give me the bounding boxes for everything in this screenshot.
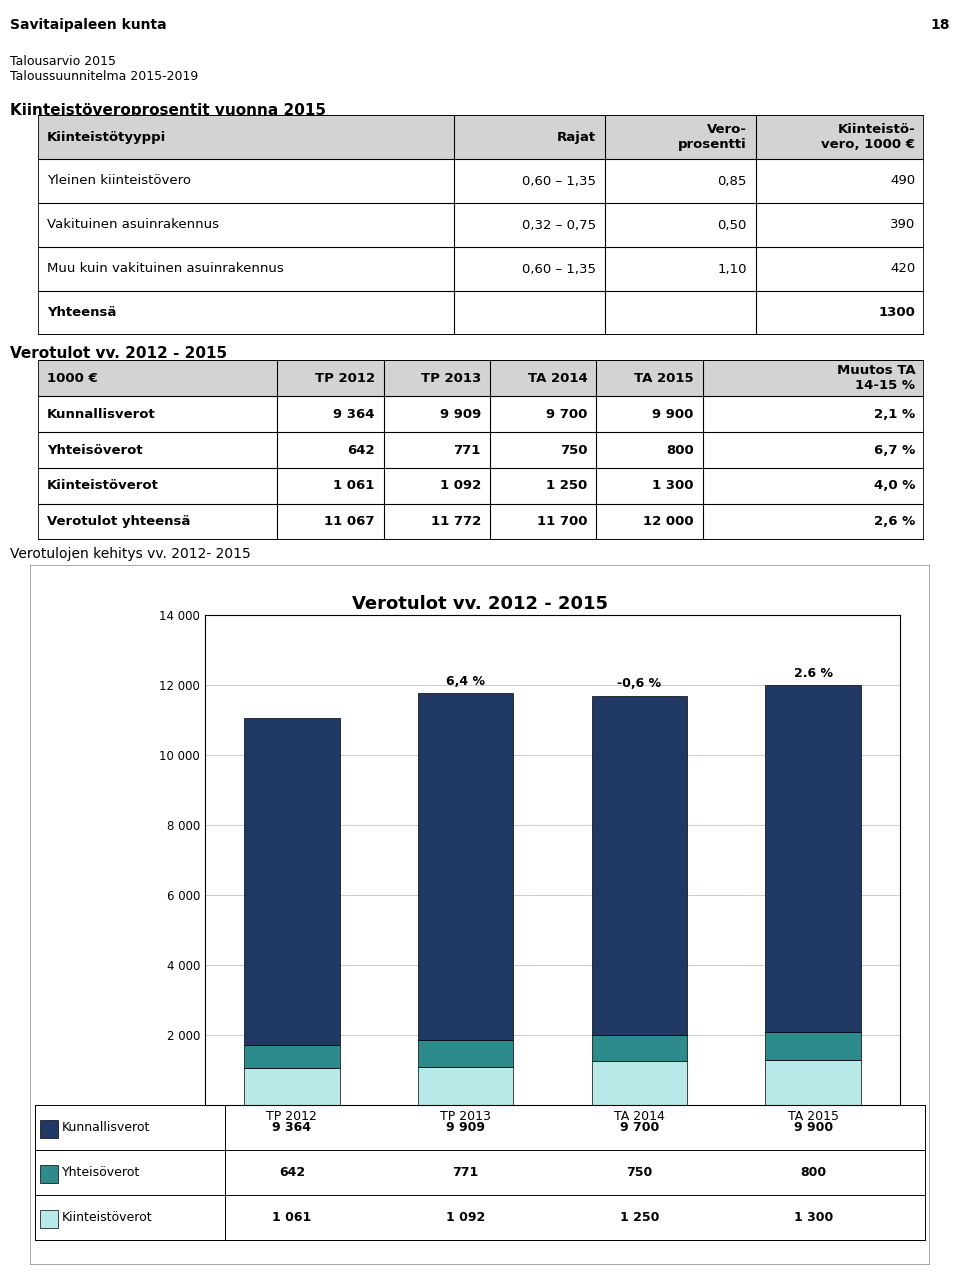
Text: Verotulot yhteensä: Verotulot yhteensä [47,516,190,529]
Text: 1 061: 1 061 [273,1211,311,1224]
Text: 771: 771 [452,1166,479,1179]
Bar [40,1120,58,1138]
FancyBboxPatch shape [38,360,924,397]
Text: Yhteensä: Yhteensä [47,306,116,319]
Text: Kiinteistö-
vero, 1000 €: Kiinteistö- vero, 1000 € [821,123,915,151]
Text: 11 772: 11 772 [431,516,481,529]
Bar [40,1164,58,1182]
Text: Vero-
prosentti: Vero- prosentti [678,123,747,151]
Text: 490: 490 [890,174,915,188]
Text: Taloussuunnitelma 2015-2019: Taloussuunnitelma 2015-2019 [10,70,199,83]
Text: 9 909: 9 909 [440,408,481,421]
Text: 9 364: 9 364 [333,408,374,421]
Bar [418,1066,514,1104]
Text: 9 900: 9 900 [794,1121,832,1134]
Bar [591,695,687,1035]
Text: 420: 420 [890,263,915,276]
Text: 0,60 – 1,35: 0,60 – 1,35 [522,263,596,276]
Text: 1,10: 1,10 [717,263,747,276]
Bar [418,693,514,1040]
Text: 18: 18 [930,18,950,32]
Text: 1 092: 1 092 [440,479,481,492]
Text: 0,60 – 1,35: 0,60 – 1,35 [522,174,596,188]
Text: 6,4 %: 6,4 % [446,675,485,688]
Text: 9 900: 9 900 [652,408,694,421]
Text: 800: 800 [800,1166,827,1179]
Text: 9 700: 9 700 [620,1121,659,1134]
Text: Verotulot vv. 2012 - 2015: Verotulot vv. 2012 - 2015 [10,346,228,361]
Text: 1 092: 1 092 [446,1211,485,1224]
Text: Muutos TA
14-15 %: Muutos TA 14-15 % [836,364,915,391]
Text: 9 700: 9 700 [546,408,588,421]
Text: 1 250: 1 250 [546,479,588,492]
FancyBboxPatch shape [30,566,930,1265]
Text: 0,32 – 0,75: 0,32 – 0,75 [522,219,596,231]
Bar [40,1210,58,1228]
Text: Yhteisöverot: Yhteisöverot [47,444,142,456]
Text: 800: 800 [666,444,694,456]
Bar [591,1061,687,1104]
Text: Rajat: Rajat [557,131,596,144]
Text: 1 300: 1 300 [652,479,694,492]
Text: TP 2012: TP 2012 [315,371,374,385]
Text: 1 061: 1 061 [333,479,374,492]
Bar [765,1060,861,1104]
Text: -0,6 %: -0,6 % [617,677,661,690]
Text: 2,1 %: 2,1 % [874,408,915,421]
Text: TA 2014: TA 2014 [528,371,588,385]
Text: 4,0 %: 4,0 % [874,479,915,492]
Text: Verotulot vv. 2012 - 2015: Verotulot vv. 2012 - 2015 [352,595,608,613]
Text: Kunnallisverot: Kunnallisverot [47,408,156,421]
Text: 642: 642 [348,444,374,456]
Bar [418,1040,514,1066]
Text: 9 909: 9 909 [446,1121,485,1134]
Text: 771: 771 [454,444,481,456]
Text: Talousarvio 2015: Talousarvio 2015 [10,55,116,69]
Text: TP 2013: TP 2013 [420,371,481,385]
Text: Vakituinen asuinrakennus: Vakituinen asuinrakennus [47,219,219,231]
Bar [244,1045,340,1068]
Text: 9 364: 9 364 [273,1121,311,1134]
Text: Kiinteistöveroprosentit vuonna 2015: Kiinteistöveroprosentit vuonna 2015 [10,103,326,118]
Text: Savitaipaleen kunta: Savitaipaleen kunta [10,18,167,32]
Text: Kiinteistöverot: Kiinteistöverot [47,479,158,492]
Text: Kunnallisverot: Kunnallisverot [62,1121,151,1134]
Text: Kiinteistöverot: Kiinteistöverot [62,1211,153,1224]
Bar [244,1068,340,1104]
Text: 0,85: 0,85 [717,174,747,188]
Bar [765,1032,861,1060]
Text: Muu kuin vakituinen asuinrakennus: Muu kuin vakituinen asuinrakennus [47,263,283,276]
Text: TA 2015: TA 2015 [634,371,694,385]
Text: 1000 €: 1000 € [47,371,98,385]
Text: Yhteisöverot: Yhteisöverot [62,1166,140,1179]
Text: 1000 €: 1000 € [445,620,515,638]
Text: 6,7 %: 6,7 % [874,444,915,456]
Text: 1 300: 1 300 [794,1211,832,1224]
Text: 1300: 1300 [878,306,915,319]
Text: Kiinteistötyyppi: Kiinteistötyyppi [47,131,166,144]
Text: Verotulojen kehitys vv. 2012- 2015: Verotulojen kehitys vv. 2012- 2015 [10,547,251,561]
Bar [765,685,861,1032]
Bar [244,718,340,1045]
Text: 750: 750 [626,1166,653,1179]
Text: Yleinen kiinteistövero: Yleinen kiinteistövero [47,174,191,188]
Text: 2,6 %: 2,6 % [874,516,915,529]
Text: 1 250: 1 250 [620,1211,660,1224]
Text: 2.6 %: 2.6 % [794,667,832,680]
Text: 750: 750 [560,444,588,456]
Text: 0,50: 0,50 [717,219,747,231]
Text: 11 067: 11 067 [324,516,374,529]
Bar [591,1035,687,1061]
FancyBboxPatch shape [38,114,924,159]
Text: 390: 390 [890,219,915,231]
Text: 12 000: 12 000 [643,516,694,529]
Text: 642: 642 [278,1166,305,1179]
Text: 11 700: 11 700 [537,516,588,529]
